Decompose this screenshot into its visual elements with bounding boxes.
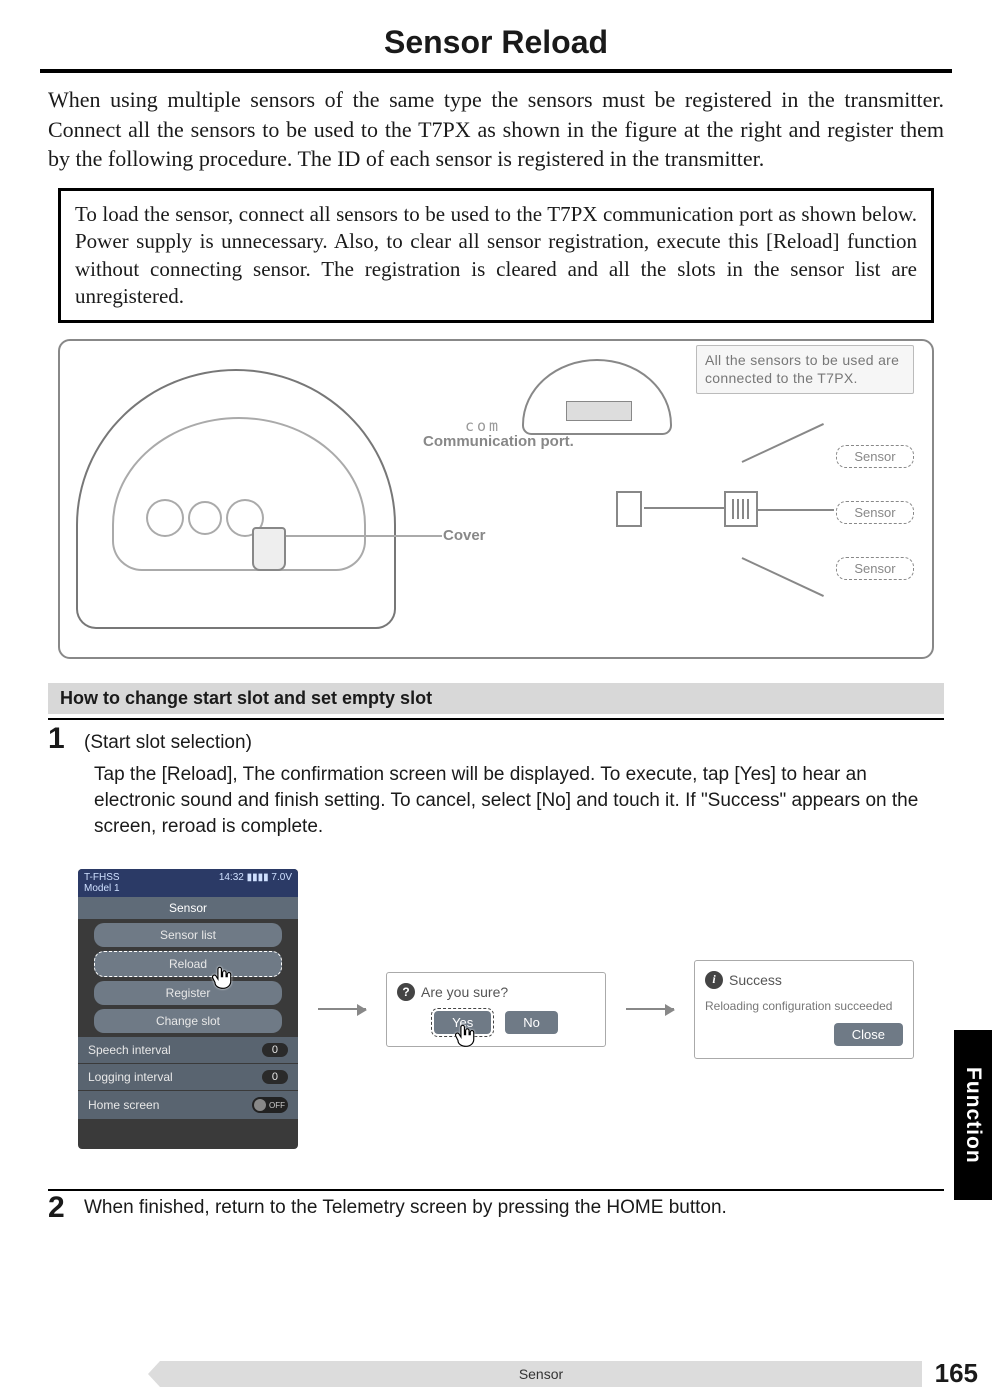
connection-diagram: Cover com Communication port. Sensor Sen…	[58, 339, 934, 659]
divider	[48, 1189, 944, 1191]
logging-interval-row[interactable]: Logging interval 0	[78, 1064, 298, 1091]
status-bar: T-FHSS Model 1 14:32 ▮▮▮▮ 7.0V	[78, 869, 298, 897]
page-footer: Sensor 165	[0, 1358, 992, 1389]
no-button[interactable]: No	[505, 1011, 558, 1034]
row-value: 0	[262, 1043, 288, 1057]
communication-port-label: Communication port.	[423, 433, 574, 450]
tap-hand-icon	[208, 965, 236, 993]
step-body: When finished, return to the Telemetry s…	[84, 1193, 727, 1218]
plug-icon	[616, 491, 642, 527]
port-panel	[522, 359, 672, 435]
row-label: Home screen	[88, 1098, 159, 1112]
status-time: 14:32	[219, 872, 244, 883]
home-screen-row[interactable]: Home screen OFF	[78, 1091, 298, 1120]
step-number: 2	[48, 1191, 65, 1225]
toggle-off[interactable]: OFF	[252, 1097, 288, 1113]
transmitter-outline	[76, 369, 396, 629]
reload-button[interactable]: Reload	[94, 951, 282, 977]
cover-label: Cover	[443, 527, 486, 544]
success-dialog: i Success Reloading configuration succee…	[694, 960, 914, 1059]
step-number: 1	[48, 722, 65, 756]
dialog-title: Success	[729, 972, 782, 988]
sensor-chip: Sensor	[836, 445, 914, 468]
wire	[742, 557, 824, 597]
port-slots	[566, 401, 632, 421]
step-2: 2 When finished, return to the Telemetry…	[40, 1197, 952, 1219]
tap-hand-icon	[451, 1023, 479, 1051]
page-number: 165	[922, 1358, 992, 1389]
hub-icon	[724, 491, 758, 527]
sensor-list-button[interactable]: Sensor list	[94, 923, 282, 947]
sensor-chip: Sensor	[836, 501, 914, 524]
leader-line	[286, 535, 442, 537]
dialog-text: Are you sure?	[421, 984, 508, 1000]
row-label: Logging interval	[88, 1070, 173, 1084]
speech-interval-row[interactable]: Speech interval 0	[78, 1037, 298, 1064]
status-model: Model 1	[84, 883, 120, 894]
page-title: Sensor Reload	[40, 24, 952, 61]
register-button[interactable]: Register	[94, 981, 282, 1005]
divider	[48, 718, 944, 720]
arrow-icon	[318, 1008, 366, 1010]
info-icon: i	[705, 971, 723, 989]
sensor-chip: Sensor	[836, 557, 914, 580]
wire	[758, 509, 834, 511]
step-title: (Start slot selection)	[84, 728, 944, 754]
device-screenshot: T-FHSS Model 1 14:32 ▮▮▮▮ 7.0V Sensor Se…	[78, 869, 298, 1149]
close-button[interactable]: Close	[834, 1023, 903, 1046]
title-rule	[40, 69, 952, 73]
row-value: 0	[262, 1070, 288, 1084]
confirm-dialog: ? Are you sure? Yes No	[386, 972, 606, 1047]
status-protocol: T-FHSS	[84, 872, 120, 883]
footer-label: Sensor	[160, 1361, 922, 1387]
intro-paragraph: When using multiple sensors of the same …	[48, 85, 944, 174]
section-subheading: How to change start slot and set empty s…	[48, 683, 944, 714]
row-label: Speech interval	[88, 1043, 171, 1057]
wire	[742, 423, 824, 463]
question-icon: ?	[397, 983, 415, 1001]
screenshot-row: T-FHSS Model 1 14:32 ▮▮▮▮ 7.0V Sensor Se…	[40, 869, 952, 1149]
arrow-icon	[626, 1008, 674, 1010]
status-battery: 7.0V	[271, 872, 292, 883]
cover-tab-shape	[252, 527, 286, 571]
section-tab: Function	[954, 1030, 992, 1200]
change-slot-button[interactable]: Change slot	[94, 1009, 282, 1033]
step-1: 1 (Start slot selection) Tap the [Reload…	[40, 728, 952, 839]
note-box: To load the sensor, connect all sensors …	[58, 188, 934, 323]
dialog-subtitle: Reloading configuration succeeded	[705, 999, 903, 1013]
step-body: Tap the [Reload], The confirmation scree…	[94, 762, 936, 839]
connection-note: All the sensors to be used are connected…	[696, 345, 914, 394]
screen-header: Sensor	[78, 897, 298, 919]
